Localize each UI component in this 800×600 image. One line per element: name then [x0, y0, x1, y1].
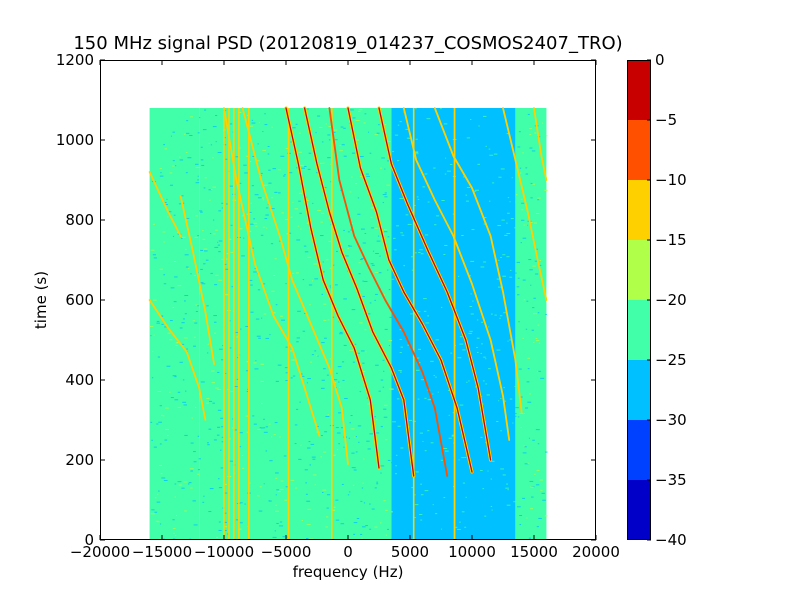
y-axis: 0 200 400 600 800 1000 1200	[56, 51, 596, 549]
doppler-trace	[303, 107, 415, 477]
colorbar-tick-label: −5	[655, 111, 677, 129]
colorbar-tick-label: −25	[655, 351, 687, 369]
colorbar-tick-label: −20	[655, 291, 687, 309]
doppler-trace	[347, 107, 473, 473]
x-tick-label: −20000	[70, 543, 130, 561]
y-tick-label: 600	[65, 291, 94, 309]
y-tick-label: 800	[65, 211, 94, 229]
x-tick-label: 0	[343, 543, 353, 561]
x-tick-label: 15000	[510, 543, 558, 561]
doppler-trace	[148, 299, 207, 421]
doppler-trace	[402, 107, 511, 441]
doppler-trace	[378, 107, 492, 461]
colorbar-tick-label: −10	[655, 171, 687, 189]
chart-title: 150 MHz signal PSD (20120819_014237_COSM…	[73, 33, 622, 54]
colorbar-level	[627, 480, 651, 540]
colorbar-tick-label: −40	[655, 531, 687, 549]
x-tick-label: 5000	[391, 543, 429, 561]
heatmap	[148, 106, 548, 540]
doppler-trace	[223, 107, 321, 437]
y-tick-label: 400	[65, 371, 94, 389]
x-tick-label: −5000	[261, 543, 312, 561]
x-tick-label: −10000	[194, 543, 254, 561]
colorbar-level	[627, 240, 651, 300]
colorbar-tick-label: −35	[655, 471, 687, 489]
x-axis: −20000 −15000 −10000 −5000 0 5000 10000 15000 20…	[70, 60, 620, 561]
doppler-trace	[433, 107, 523, 413]
colorbar-level	[627, 300, 651, 360]
colorbar-tick-label: 0	[655, 51, 665, 69]
colorbar-level	[627, 180, 651, 240]
y-axis-label: time (s)	[32, 271, 50, 329]
x-tick-label: −15000	[132, 543, 192, 561]
colorbar: 0 −5 −10 −15 −20 −25 −30 −35 −40	[627, 51, 687, 549]
psd-region	[515, 108, 547, 540]
y-tick-label: 1200	[56, 51, 94, 69]
y-tick-label: 0	[84, 531, 94, 549]
y-tick-label: 1000	[56, 131, 94, 149]
colorbar-tick-label: −30	[655, 411, 687, 429]
psd-region	[149, 108, 200, 540]
doppler-trace	[502, 107, 548, 301]
doppler-trace	[328, 107, 449, 477]
y-tick-label: 200	[65, 451, 94, 469]
colorbar-level	[627, 120, 651, 180]
colorbar-level	[627, 420, 651, 480]
doppler-trace	[241, 107, 349, 465]
doppler-trace	[533, 107, 548, 181]
colorbar-level	[627, 60, 651, 120]
colorbar-tick-label: −15	[655, 231, 687, 249]
x-tick-label: 10000	[448, 543, 496, 561]
doppler-trace	[179, 195, 215, 365]
doppler-trace	[285, 107, 380, 469]
doppler-trace	[148, 171, 182, 237]
x-axis-label: frequency (Hz)	[293, 563, 404, 581]
psd-region	[199, 108, 392, 540]
x-tick-label: 20000	[572, 543, 620, 561]
plot-area	[100, 60, 596, 540]
colorbar-level	[627, 360, 651, 420]
